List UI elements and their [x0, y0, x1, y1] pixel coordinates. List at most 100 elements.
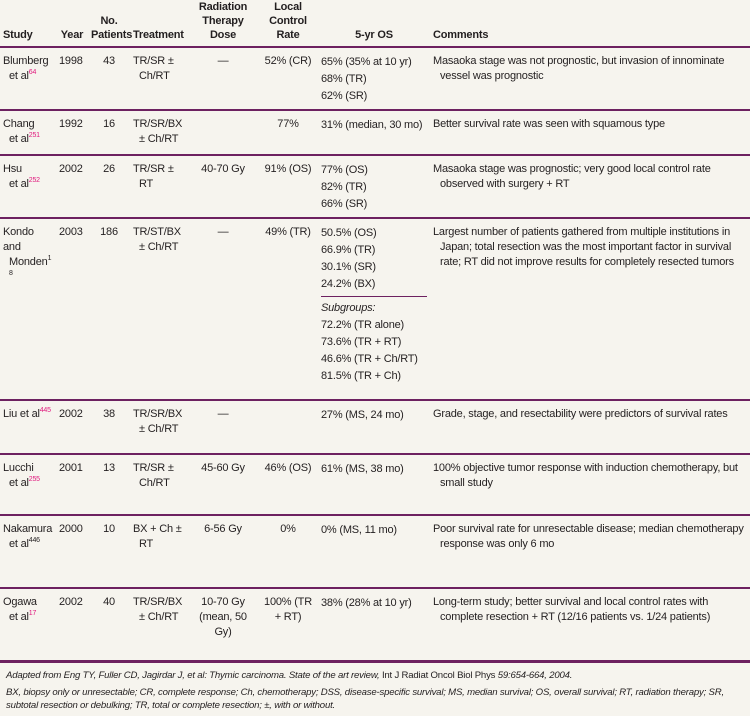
reference-number: 251 — [28, 132, 40, 139]
comments-cell: 100% objective tumor response with induc… — [430, 454, 750, 516]
study-author-suffix: et al — [9, 178, 29, 190]
study-author: Nakamura — [3, 523, 53, 535]
footnotes: Adapted from Eng TY, Fuller CD, Jagirdar… — [6, 669, 744, 712]
os-cell: 0% (MS, 11 mo) — [318, 515, 430, 589]
patients-cell: 10 — [88, 515, 130, 589]
dose-cell: — — [188, 218, 258, 401]
comment-text: Poor survival rate for unresectable dise… — [433, 523, 744, 550]
patients-cell: 16 — [88, 110, 130, 156]
treatment-cell: TR/ST/BX ± Ch/RT — [130, 218, 188, 401]
treatment-line: TR/SR/BX — [133, 408, 183, 420]
study-cell: Kondo and Monden18 — [0, 218, 56, 401]
treatment-line: Ch/RT — [139, 70, 170, 82]
study-author: Chang — [3, 118, 35, 130]
patients-cell: 38 — [88, 400, 130, 455]
local-control-cell — [258, 400, 318, 455]
study-cell: Chang et al251 — [0, 110, 56, 156]
dose-cell: 40-70 Gy — [188, 155, 258, 219]
comments-cell: Grade, stage, and resectability were pre… — [430, 400, 750, 455]
reference-number: 446 — [28, 537, 40, 544]
os-cell: 50.5% (OS) 66.9% (TR) 30.1% (SR) 24.2% (BX)… — [318, 218, 430, 401]
treatment-cell: BX + Ch ± RT — [130, 515, 188, 589]
study-cell: Liu et al445 — [0, 400, 56, 455]
os-value: 27% (MS, 24 mo) — [321, 409, 404, 421]
comments-cell: Masaoka stage was prognostic; very good … — [430, 155, 750, 219]
treatment-line: TR/SR ± — [133, 462, 174, 474]
treatment-cell: TR/SR ± RT — [130, 155, 188, 219]
comment-text: Largest number of patients gathered from… — [433, 226, 734, 268]
treatment-line: TR/SR/BX — [133, 118, 183, 130]
header-treatment: Treatment — [130, 0, 188, 48]
local-control-cell: 77% — [258, 110, 318, 156]
table-row: Nakamura et al446 2000 10 BX + Ch ± RT 6-5… — [0, 515, 750, 589]
treatment-cell: TR/SR ± Ch/RT — [130, 454, 188, 516]
dose-cell — [188, 110, 258, 156]
study-author: Hsu — [3, 163, 22, 175]
study-author-suffix: et al — [9, 538, 29, 550]
treatment-line: ± Ch/RT — [139, 611, 179, 623]
header-study: Study — [0, 0, 56, 48]
table-row: Ogawa et al17 2002 40 TR/SR/BX ± Ch/RT 10-… — [0, 588, 750, 663]
reference-number: 18 — [9, 255, 52, 277]
os-value: 31% (median, 30 mo) — [321, 119, 423, 131]
subgroup-value: 46.6% (TR + Ch/RT) — [321, 353, 418, 365]
header-comments: Comments — [430, 0, 750, 48]
treatment-cell: TR/SR/BX ± Ch/RT — [130, 110, 188, 156]
reference-number: 252 — [28, 177, 40, 184]
study-author-suffix: et al — [9, 70, 29, 82]
local-control-cell: 52% (CR) — [258, 47, 318, 111]
patients-cell: 186 — [88, 218, 130, 401]
subgroup-value: 73.6% (TR + RT) — [321, 336, 402, 348]
study-author-suffix: et al — [9, 133, 29, 145]
reference-number: 445 — [39, 407, 51, 414]
os-cell: 61% (MS, 38 mo) — [318, 454, 430, 516]
header-row: Study Year No. Patients Treatment Radiat… — [0, 0, 750, 48]
study-cell: Hsu et al252 — [0, 155, 56, 219]
study-cell: Nakamura et al446 — [0, 515, 56, 589]
year-cell: 2002 — [56, 400, 88, 455]
abbreviations-note: BX, biopsy only or unresectable; CR, com… — [6, 686, 724, 711]
treatment-line: RT — [139, 178, 154, 190]
study-author: Lucchi — [3, 462, 34, 474]
comments-cell: Better survival rate was seen with squam… — [430, 110, 750, 156]
study-author-suffix: et al — [9, 477, 29, 489]
year-cell: 1992 — [56, 110, 88, 156]
treatment-line: BX + Ch ± — [133, 523, 182, 535]
dose-cell: 10-70 Gy (mean, 50 Gy) — [188, 588, 258, 663]
comments-cell: Poor survival rate for unresectable dise… — [430, 515, 750, 589]
thymic-carcinoma-studies-table: Study Year No. Patients Treatment Radiat… — [0, 0, 750, 663]
year-cell: 2003 — [56, 218, 88, 401]
treatment-line: RT — [139, 538, 154, 550]
os-value: 24.2% (BX) — [321, 278, 376, 290]
comments-cell: Largest number of patients gathered from… — [430, 218, 750, 401]
header-dose: Radiation Therapy Dose — [188, 0, 258, 48]
os-cell: 77% (OS) 82% (TR) 66% (SR) — [318, 155, 430, 219]
comment-text: Better survival rate was seen with squam… — [433, 118, 665, 130]
header-patients: No. Patients — [88, 0, 132, 48]
comment-text: Long-term study; better survival and loc… — [433, 596, 711, 623]
year-cell: 2000 — [56, 515, 88, 589]
os-value: 82% (TR) — [321, 181, 367, 193]
reference-number: 64 — [28, 69, 37, 76]
treatment-line: ± Ch/RT — [139, 423, 179, 435]
local-control-cell: 91% (OS) — [258, 155, 318, 219]
comment-text: Grade, stage, and resectability were pre… — [433, 408, 728, 420]
reference-number: 17 — [28, 610, 37, 617]
study-cell: Blumberg et al64 — [0, 47, 56, 111]
treatment-line: ± Ch/RT — [139, 241, 179, 253]
study-author: Ogawa — [3, 596, 37, 608]
os-cell: 65% (35% at 10 yr) 68% (TR) 62% (SR) — [318, 47, 430, 111]
dose-cell: — — [188, 400, 258, 455]
dose-cell: 6-56 Gy — [188, 515, 258, 589]
patients-cell: 40 — [88, 588, 130, 663]
table-row: Kondo and Monden18 2003 186 TR/ST/BX ± Ch/… — [0, 218, 750, 401]
study-author: Blumberg — [3, 55, 49, 67]
header-os: 5-yr OS — [318, 0, 430, 48]
treatment-line: TR/ST/BX — [133, 226, 181, 238]
study-cell: Lucchi et al255 — [0, 454, 56, 516]
source-journal: Int J Radiat Oncol Biol Phys — [379, 669, 498, 681]
os-value: 62% (SR) — [321, 90, 368, 102]
study-author: Liu et al — [3, 408, 40, 420]
patients-cell: 13 — [88, 454, 130, 516]
